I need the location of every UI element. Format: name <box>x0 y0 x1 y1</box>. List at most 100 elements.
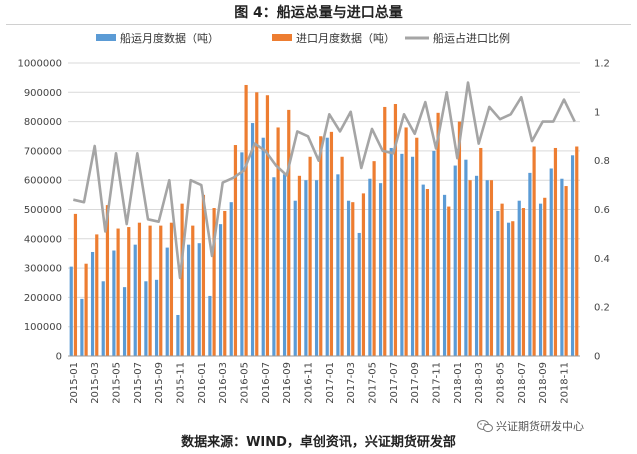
x-tick-label: 2017-01 <box>325 362 336 404</box>
bar-ship <box>154 279 159 356</box>
bar-ship <box>517 200 521 356</box>
x-tick-label: 2018-05 <box>496 362 507 404</box>
legend-swatch-import <box>272 34 292 41</box>
x-tick-label: 2018-09 <box>538 362 549 404</box>
chart: 船运月度数据（吨） 进口月度数据（吨） 船运占进口比例 0 100000 200000 3… <box>17 31 609 404</box>
axes: 0 100000 200000 300000 400000 500000 600000 700… <box>17 59 609 404</box>
bar-ship <box>506 222 511 356</box>
figure-title: 图 4：船运总量与进口总量 <box>234 5 403 21</box>
bar-ship <box>357 232 361 356</box>
bar-import <box>105 205 110 356</box>
y2-tick-label: 0.6 <box>594 205 610 216</box>
watermark: 兴证期货研发中心 <box>474 417 587 435</box>
wechat-icon <box>477 420 493 433</box>
bar-import <box>564 186 568 356</box>
x-tick-label: 2016-07 <box>261 362 272 404</box>
bar-import <box>404 127 408 357</box>
bar-ship <box>485 180 489 356</box>
bar-import <box>255 92 259 357</box>
bar-import <box>169 222 174 356</box>
legend-label-import: 进口月度数据（吨） <box>296 31 395 45</box>
bar-import <box>95 234 99 356</box>
bar-ship <box>101 281 105 356</box>
y-tick-label: 900000 <box>24 88 62 99</box>
bar-import <box>127 227 131 356</box>
bar-ship <box>208 295 212 356</box>
bar-ship <box>272 177 276 356</box>
bar-ship <box>112 250 116 356</box>
bar-import <box>265 95 270 356</box>
bar-import <box>351 202 355 356</box>
x-tick-label: 2015-03 <box>90 362 101 404</box>
bar-ship <box>186 244 191 356</box>
bar-ship <box>176 314 180 356</box>
bar-import <box>340 156 344 356</box>
bar-ship <box>250 123 255 356</box>
title-divider <box>6 24 631 25</box>
bar-import <box>116 228 120 356</box>
bar-ship <box>549 168 553 356</box>
bar-import <box>489 180 494 356</box>
bar-import <box>553 147 558 356</box>
x-tick-label: 2018-01 <box>453 362 464 404</box>
bar-ship <box>421 184 425 356</box>
x-tick-label: 2018-11 <box>560 362 571 404</box>
y-tick-label: 700000 <box>24 146 62 157</box>
bar-ship <box>325 137 329 356</box>
y-tick-label: 300000 <box>24 264 62 275</box>
bar-import <box>223 210 227 356</box>
x-tick-label: 2017-03 <box>346 362 357 404</box>
x-tick-label: 2016-01 <box>197 362 208 404</box>
bar-import <box>244 84 248 356</box>
bar-import <box>137 222 142 356</box>
bar-ship <box>69 266 73 356</box>
bar-import <box>500 203 504 356</box>
x-tick-label: 2018-03 <box>474 362 485 404</box>
bar-ship <box>90 251 95 356</box>
y-tick-label: 600000 <box>24 176 62 187</box>
bar-import <box>468 180 472 356</box>
bar-ship <box>293 200 297 356</box>
bar-ship <box>453 165 457 356</box>
bar-ship <box>282 174 287 356</box>
bar-import <box>372 161 376 356</box>
y-tick-label: 200000 <box>24 293 62 304</box>
bar-import <box>287 109 291 356</box>
bar-import <box>436 112 440 356</box>
legend-swatch-ship <box>96 34 116 41</box>
bar-ship <box>165 247 169 356</box>
y-tick-label: 100000 <box>24 322 62 333</box>
bar-ship <box>133 244 137 356</box>
bar-import <box>532 146 536 356</box>
x-tick-label: 2015-05 <box>112 362 123 404</box>
x-tick-label: 2016-03 <box>218 362 229 404</box>
y-tick-label: 1000000 <box>17 59 62 70</box>
bar-ship <box>474 175 479 356</box>
source-note: 数据来源：WIND，卓创资讯，兴证期货研发部 <box>181 435 456 450</box>
y2-tick-label: 0.2 <box>594 303 610 314</box>
x-tick-label: 2018-07 <box>517 362 528 404</box>
bar-import <box>84 263 88 356</box>
bar-ship <box>336 174 340 356</box>
bar-import <box>276 127 280 357</box>
x-tick-label: 2017-11 <box>432 362 443 404</box>
bar-ship <box>304 180 308 356</box>
x-tick-label: 2015-11 <box>176 362 187 404</box>
legend: 船运月度数据（吨） 进口月度数据（吨） 船运占进口比例 <box>96 31 510 45</box>
bar-import <box>425 188 430 356</box>
ratio-line-group <box>73 81 576 280</box>
bar-import <box>511 221 515 356</box>
bar-import <box>148 225 152 356</box>
ratio-line <box>73 81 576 280</box>
bar-ship <box>229 202 233 356</box>
bar-ship <box>240 152 244 356</box>
y-tick-label: 800000 <box>24 117 62 128</box>
bar-ship <box>464 159 468 356</box>
bar-import <box>212 208 216 356</box>
bar-ship <box>122 287 127 356</box>
legend-label-ratio: 船运占进口比例 <box>433 31 510 45</box>
x-tick-label: 2017-05 <box>368 362 379 404</box>
bar-import <box>543 197 547 356</box>
y-tick-label: 500000 <box>24 205 62 216</box>
bar-import <box>201 194 206 356</box>
